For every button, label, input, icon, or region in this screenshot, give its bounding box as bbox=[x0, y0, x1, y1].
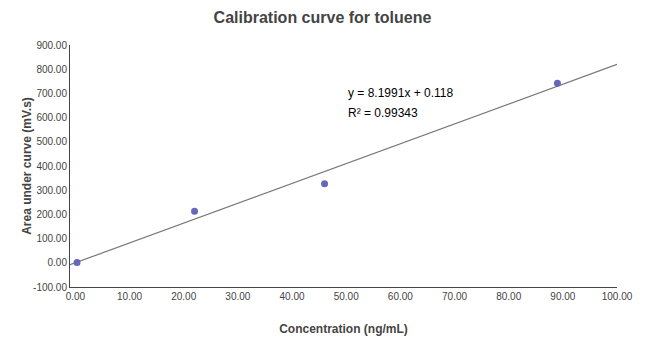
svg-text:600.00: 600.00 bbox=[36, 112, 67, 123]
svg-text:0.00: 0.00 bbox=[66, 291, 86, 302]
svg-text:900.00: 900.00 bbox=[36, 40, 67, 51]
svg-text:Area under curve (mV.s): Area under curve (mV.s) bbox=[20, 97, 34, 235]
svg-text:30.00: 30.00 bbox=[225, 291, 250, 302]
svg-text:Concentration (ng/mL): Concentration (ng/mL) bbox=[279, 322, 408, 336]
svg-text:40.00: 40.00 bbox=[280, 291, 305, 302]
svg-text:80.00: 80.00 bbox=[496, 291, 521, 302]
svg-text:100.00: 100.00 bbox=[602, 291, 633, 302]
svg-text:800.00: 800.00 bbox=[36, 64, 67, 75]
svg-text:50.00: 50.00 bbox=[334, 291, 359, 302]
svg-text:300.00: 300.00 bbox=[36, 185, 67, 196]
svg-text:Calibration curve for toluene: Calibration curve for toluene bbox=[214, 9, 432, 26]
svg-text:R² = 0.99343: R² = 0.99343 bbox=[348, 106, 418, 120]
svg-text:200.00: 200.00 bbox=[36, 209, 67, 220]
svg-text:700.00: 700.00 bbox=[36, 88, 67, 99]
svg-text:60.00: 60.00 bbox=[388, 291, 413, 302]
svg-text:400.00: 400.00 bbox=[36, 161, 67, 172]
svg-text:70.00: 70.00 bbox=[442, 291, 467, 302]
svg-text:100.00: 100.00 bbox=[36, 233, 67, 244]
svg-text:20.00: 20.00 bbox=[171, 291, 196, 302]
svg-text:90.00: 90.00 bbox=[550, 291, 575, 302]
svg-text:0.00: 0.00 bbox=[48, 257, 68, 268]
svg-text:y = 8.1991x + 0.118: y = 8.1991x + 0.118 bbox=[348, 86, 454, 100]
svg-text:-100.00: -100.00 bbox=[33, 282, 67, 293]
svg-text:10.00: 10.00 bbox=[117, 291, 142, 302]
svg-text:500.00: 500.00 bbox=[36, 136, 67, 147]
